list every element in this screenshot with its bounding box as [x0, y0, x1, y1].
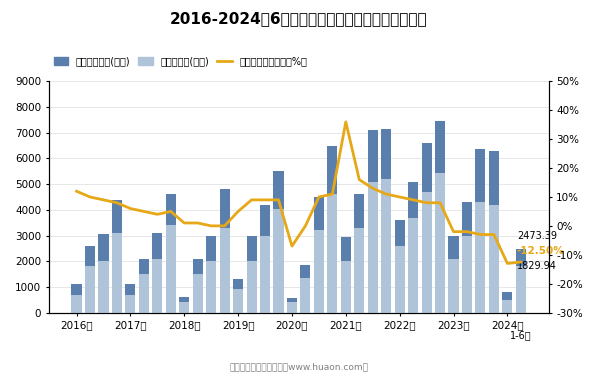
Bar: [246, 236, 257, 312]
Bar: [435, 121, 445, 312]
Text: -12.50%: -12.50%: [517, 246, 565, 256]
Bar: [260, 205, 270, 312]
Bar: [72, 295, 81, 312]
Bar: [112, 200, 122, 312]
Bar: [233, 290, 243, 312]
Bar: [246, 261, 257, 312]
Bar: [260, 236, 270, 312]
Bar: [327, 146, 337, 312]
Bar: [206, 261, 216, 312]
Bar: [516, 266, 526, 312]
Bar: [435, 172, 445, 312]
Bar: [300, 278, 310, 312]
Bar: [395, 246, 405, 312]
Bar: [206, 236, 216, 312]
Bar: [152, 233, 163, 312]
Bar: [152, 259, 163, 312]
Bar: [72, 284, 81, 312]
Bar: [139, 274, 149, 312]
Bar: [85, 266, 95, 312]
Bar: [314, 197, 324, 312]
Bar: [502, 292, 512, 312]
Bar: [502, 300, 512, 312]
Bar: [219, 228, 230, 312]
Bar: [462, 236, 472, 312]
Bar: [341, 261, 351, 312]
Bar: [179, 297, 190, 312]
Text: 2473.39: 2473.39: [517, 231, 557, 241]
Bar: [327, 194, 337, 312]
Bar: [381, 129, 391, 312]
Bar: [193, 274, 203, 312]
Bar: [341, 237, 351, 312]
Bar: [300, 265, 310, 312]
Bar: [395, 220, 405, 312]
Bar: [462, 202, 472, 312]
Bar: [448, 259, 459, 312]
Bar: [354, 228, 364, 312]
Text: 1829.94: 1829.94: [517, 261, 557, 272]
Bar: [475, 202, 486, 312]
Text: 1-6月: 1-6月: [510, 330, 532, 340]
Legend: 房地产投资额(亿元), 住宅投资额(亿元), 房地产投资额增速（%）: 房地产投资额(亿元), 住宅投资额(亿元), 房地产投资额增速（%）: [54, 56, 307, 66]
Bar: [489, 151, 499, 312]
Bar: [314, 230, 324, 312]
Text: 制图：华经产业研究院（www.huaon.com）: 制图：华经产业研究院（www.huaon.com）: [230, 362, 368, 371]
Bar: [179, 302, 190, 312]
Bar: [489, 205, 499, 312]
Bar: [273, 209, 283, 312]
Bar: [422, 143, 432, 312]
Bar: [422, 192, 432, 312]
Bar: [139, 259, 149, 312]
Bar: [408, 182, 418, 312]
Bar: [99, 234, 108, 312]
Bar: [233, 279, 243, 312]
Bar: [126, 295, 135, 312]
Bar: [368, 130, 378, 312]
Bar: [273, 171, 283, 312]
Bar: [85, 246, 95, 312]
Bar: [354, 194, 364, 312]
Bar: [475, 150, 486, 312]
Bar: [193, 259, 203, 312]
Text: 2016-2024年6月四川省房地产投资额及住宅投资额: 2016-2024年6月四川省房地产投资额及住宅投资额: [170, 11, 428, 26]
Bar: [287, 302, 297, 312]
Bar: [287, 298, 297, 312]
Bar: [448, 236, 459, 312]
Bar: [112, 233, 122, 312]
Bar: [368, 182, 378, 312]
Bar: [126, 284, 135, 312]
Bar: [408, 217, 418, 312]
Bar: [516, 249, 526, 312]
Bar: [219, 189, 230, 312]
Bar: [381, 179, 391, 312]
Bar: [99, 261, 108, 312]
Bar: [166, 194, 176, 312]
Bar: [166, 225, 176, 312]
